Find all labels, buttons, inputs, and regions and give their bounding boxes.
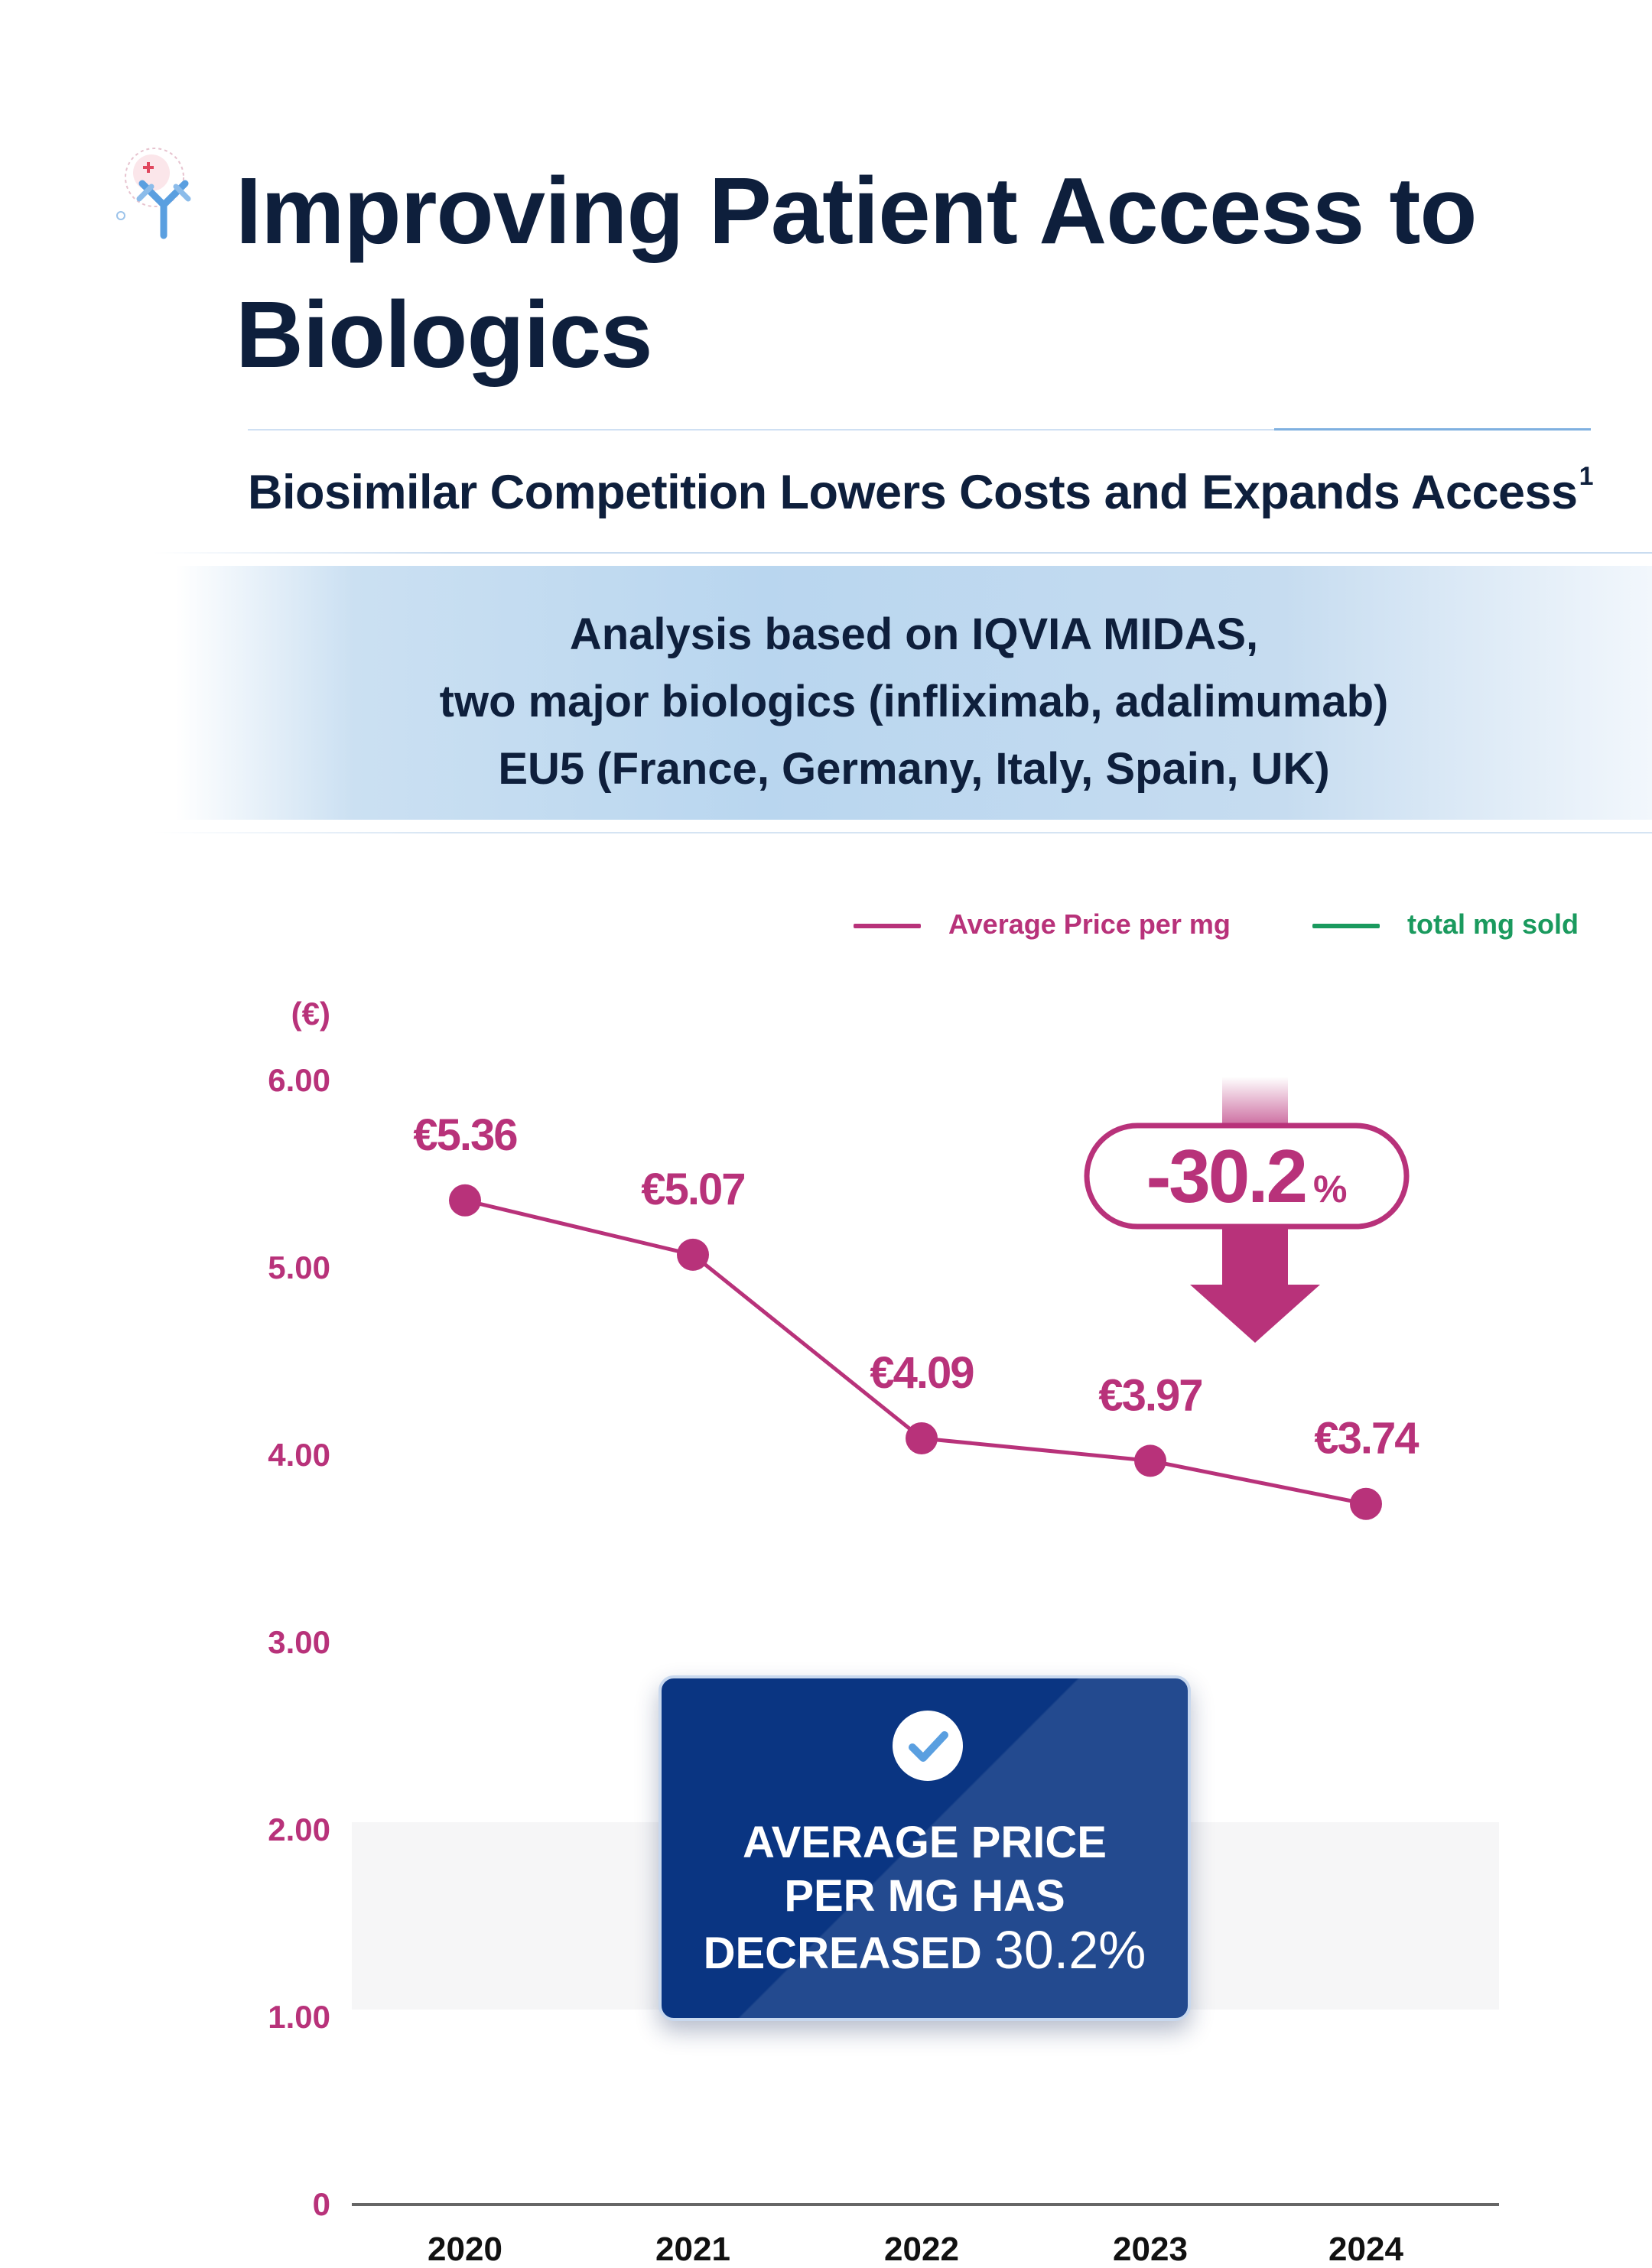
legend-label-volume: total mg sold: [1407, 908, 1579, 940]
y-tick-label: 1.00: [268, 1999, 330, 2035]
section-subtitle-text: Biosimilar Competition Lowers Costs and …: [248, 466, 1578, 519]
data-label: €5.36: [413, 1110, 517, 1160]
check-circle-icon: [893, 1711, 963, 1781]
x-tick-label: 2024: [1328, 2231, 1403, 2268]
page-title-line-1: Improving Patient Access to: [236, 159, 1478, 264]
decrease-badge-text: -30.2%: [1146, 1134, 1348, 1218]
x-tick-label: 2021: [655, 2231, 730, 2268]
callout-line-3-text: DECREASED: [703, 1928, 982, 1978]
legend-label-price: Average Price per mg: [948, 908, 1231, 940]
y-tick-label: 0: [313, 2186, 330, 2222]
decrease-arrow-shaft: [1222, 1223, 1288, 1285]
price-decrease-callout: AVERAGE PRICE PER MG HAS DECREASED 30.2%: [659, 1675, 1191, 2021]
decrease-annotation: -30.2%: [1084, 1077, 1410, 1343]
price-series-points: [449, 1184, 1382, 1520]
data-point: [449, 1184, 481, 1217]
decrease-badge-unit: %: [1313, 1168, 1347, 1210]
data-point: [1134, 1444, 1166, 1477]
x-tick-label: 2020: [428, 2231, 502, 2268]
price-data-labels: €5.36 €5.07 €4.09 €3.97 €3.74: [413, 1110, 1420, 1464]
legend-item-volume: total mg sold: [1312, 908, 1579, 941]
data-point: [677, 1238, 709, 1271]
y-tick-label: 6.00: [268, 1062, 330, 1098]
section-subtitle: Biosimilar Competition Lowers Costs and …: [248, 462, 1594, 520]
page-title: Improving Patient Access to Biologics: [236, 150, 1574, 398]
y-axis: (€) 0 1.00 2.00 3.00 4.00 5.00 6.00: [268, 996, 330, 2222]
y-tick-label: 3.00: [268, 1624, 330, 1660]
data-label: €5.07: [641, 1165, 744, 1214]
banner-line-3: EU5 (France, Germany, Italy, Spain, UK): [498, 744, 1330, 794]
banner-line-2: two major biologics (infliximab, adalimu…: [439, 677, 1389, 726]
legend-swatch-price: [854, 924, 921, 929]
callout-line-2: PER MG HAS: [784, 1871, 1065, 1921]
banner-line-1: Analysis based on IQVIA MIDAS,: [569, 609, 1259, 659]
price-line-chart: (€) 01.002.003.004.005.006.00 2020 2021 20…: [268, 996, 1499, 2268]
legend-item-price: Average Price per mg: [854, 908, 1231, 941]
x-axis-ticks: 2020 2021 2022 2023 2024: [428, 2231, 1403, 2268]
decrease-badge: [1084, 1123, 1410, 1230]
legend-swatch-volume: [1312, 924, 1380, 929]
data-label: €4.09: [870, 1348, 974, 1398]
data-label: €3.97: [1098, 1370, 1202, 1420]
y-tick-label: 5.00: [268, 1249, 330, 1285]
y-axis-label: (€): [291, 996, 330, 1032]
callout-percent: 30.2%: [993, 1920, 1146, 1980]
antibody-logo-icon: [116, 148, 191, 239]
x-tick-label: 2022: [884, 2231, 959, 2268]
callout-line-3: DECREASED 30.2%: [662, 1923, 1188, 1980]
data-point: [1350, 1487, 1382, 1520]
data-point: [906, 1422, 938, 1454]
banner-bottom-divider: [153, 832, 1652, 833]
footnote-mark: 1: [1579, 462, 1594, 491]
decrease-badge-value: -30.2: [1146, 1134, 1306, 1218]
x-tick-label: 2023: [1113, 2231, 1188, 2268]
header-divider-accent: [1274, 428, 1591, 431]
analysis-banner: Analysis based on IQVIA MIDAS, two major…: [176, 566, 1652, 820]
page-title-line-2: Biologics: [236, 283, 653, 388]
y-tick-label: 2.00: [268, 1811, 330, 1847]
callout-text: AVERAGE PRICE PER MG HAS DECREASED 30.2%: [662, 1816, 1188, 1980]
banner-top-divider: [153, 552, 1652, 554]
y-tick-label: 4.00: [268, 1437, 330, 1473]
data-label: €3.74: [1314, 1414, 1419, 1464]
callout-line-1: AVERAGE PRICE: [743, 1818, 1107, 1867]
decrease-arrow-head: [1190, 1285, 1320, 1343]
header-divider: [248, 429, 1591, 431]
